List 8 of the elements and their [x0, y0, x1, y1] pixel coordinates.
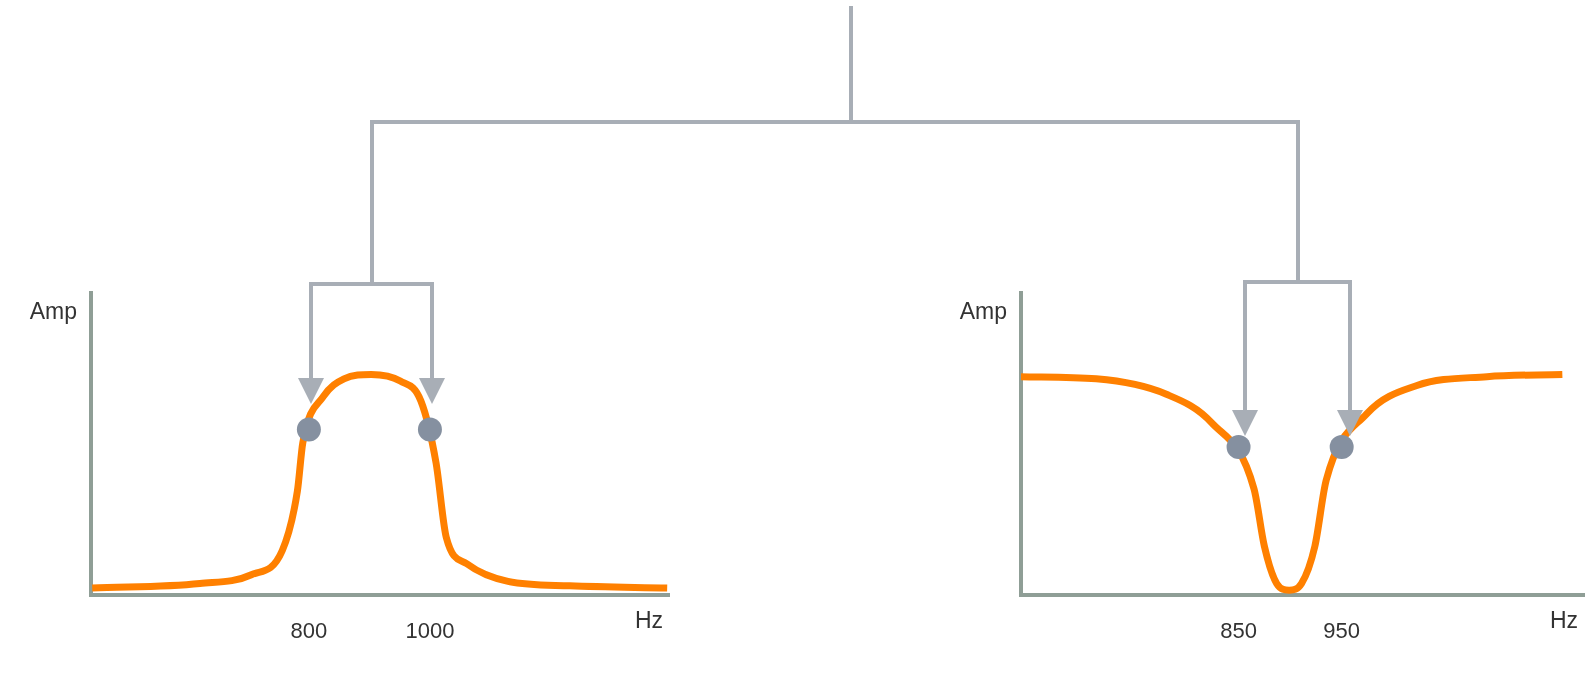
- x-tick-label: 1000: [405, 617, 455, 643]
- y-axis-title: Amp: [959, 298, 1007, 325]
- x-tick-label: 850: [1220, 617, 1257, 643]
- x-axis-title: Hz: [634, 607, 663, 634]
- x-tick-label: 800: [290, 617, 328, 643]
- x-axis-title: Hz: [1549, 607, 1578, 634]
- y-axis-title: Amp: [29, 298, 77, 325]
- x-tick-label: 950: [1323, 617, 1361, 643]
